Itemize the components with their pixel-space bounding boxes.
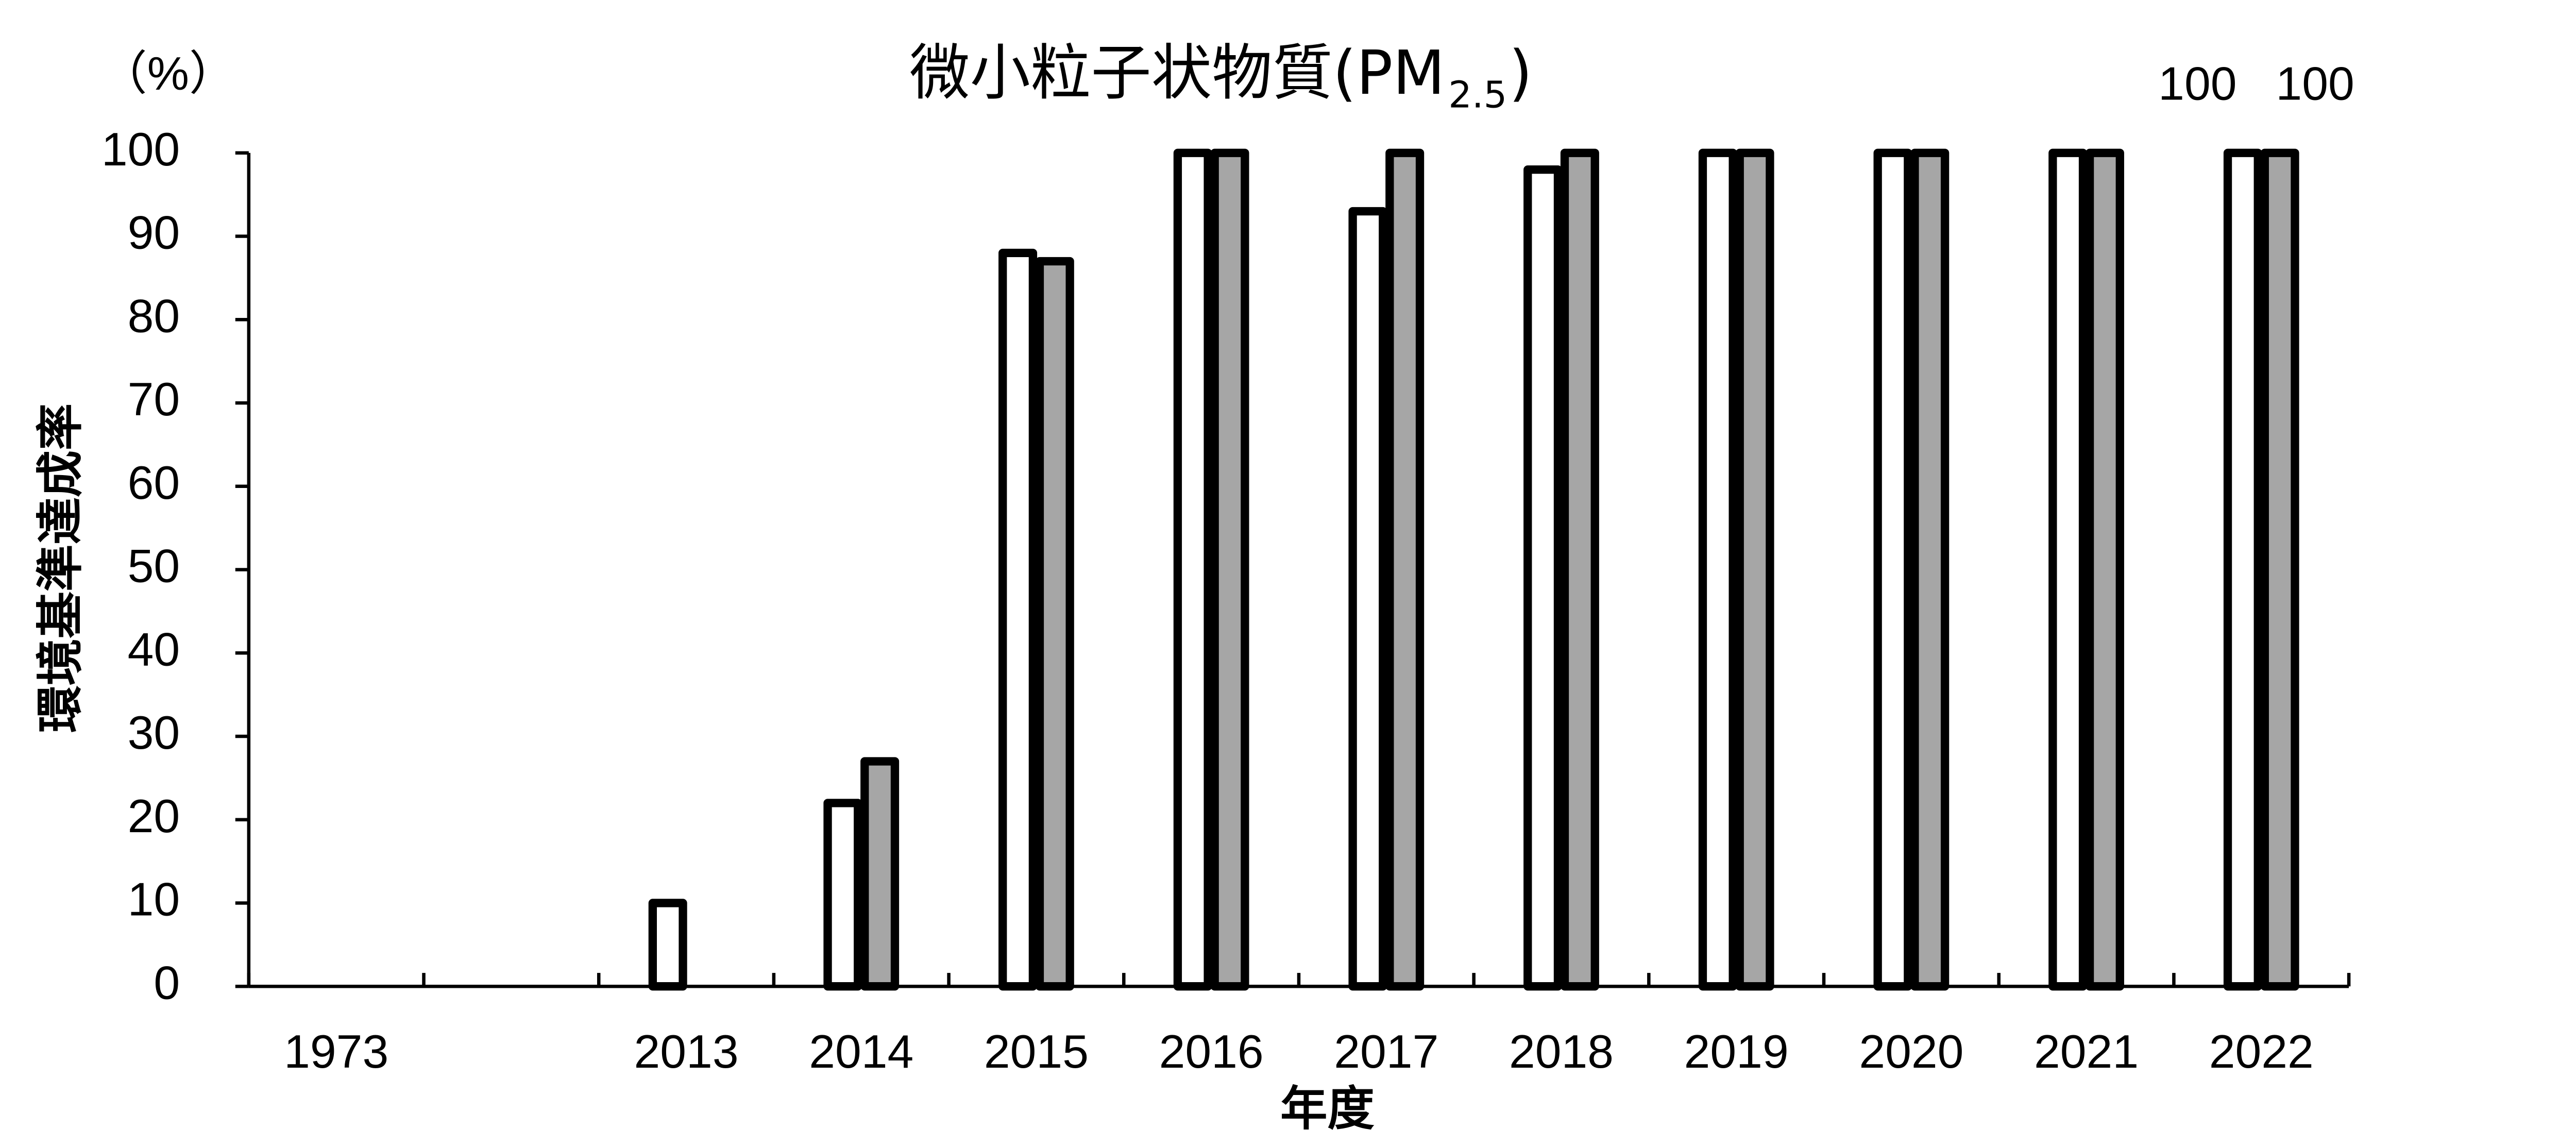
bar xyxy=(2260,148,2299,991)
x-tick-label: 2015 xyxy=(984,1025,1089,1078)
x-tick-label: 2013 xyxy=(634,1025,739,1078)
y-tick-label: 0 xyxy=(154,956,180,1009)
y-tick-label: 80 xyxy=(128,290,180,342)
bar xyxy=(1698,148,1737,991)
bar xyxy=(998,248,1038,991)
bar xyxy=(1385,148,1425,991)
x-tick-label: 2018 xyxy=(1509,1025,1614,1078)
y-tick-label: 10 xyxy=(128,873,180,926)
bar xyxy=(1035,257,1074,991)
bar xyxy=(1735,148,1774,991)
bar xyxy=(1523,165,1563,991)
bar xyxy=(2223,148,2262,991)
x-axis-label: 年度 xyxy=(1280,1083,1375,1135)
y-tick-label: 20 xyxy=(128,790,180,842)
bar xyxy=(1910,148,1950,991)
x-tick-label: 2019 xyxy=(1684,1025,1789,1078)
value-label: 100 xyxy=(2158,58,2236,110)
y-tick-label: 90 xyxy=(128,207,180,259)
value-label: 100 xyxy=(2276,58,2354,110)
bar xyxy=(648,899,687,991)
bar xyxy=(2048,148,2088,991)
x-tick-label: 2017 xyxy=(1334,1025,1438,1078)
x-tick-label: 2016 xyxy=(1159,1025,1264,1078)
y-tick-label: 100 xyxy=(101,123,180,176)
bar xyxy=(1560,148,1599,991)
chart-title: 微小粒子状物質(PM xyxy=(909,38,1445,108)
bar xyxy=(1210,148,1249,991)
y-unit: （%） xyxy=(100,47,236,100)
y-tick-label: 40 xyxy=(128,623,180,676)
x-tick-label: 2014 xyxy=(809,1025,913,1078)
bar xyxy=(860,757,900,991)
bar xyxy=(1348,207,1387,991)
chart-title-subscript: 2.5 xyxy=(1448,73,1507,116)
x-tick-label: 2021 xyxy=(2034,1025,2139,1078)
chart-title-close: ) xyxy=(1509,38,1533,108)
y-tick-label: 30 xyxy=(128,706,180,759)
bar xyxy=(1173,148,1212,991)
y-tick-label: 70 xyxy=(128,373,180,426)
x-tick-label: 1973 xyxy=(284,1025,388,1078)
y-tick-label: 50 xyxy=(128,540,180,593)
y-axis-label: 環境基準達成率 xyxy=(34,403,87,733)
bar xyxy=(1873,148,1912,991)
bar xyxy=(823,799,862,991)
x-tick-label: 2022 xyxy=(2209,1025,2314,1078)
x-tick-label: 2020 xyxy=(1859,1025,1963,1078)
bar xyxy=(2085,148,2124,991)
y-tick-label: 60 xyxy=(128,457,180,509)
